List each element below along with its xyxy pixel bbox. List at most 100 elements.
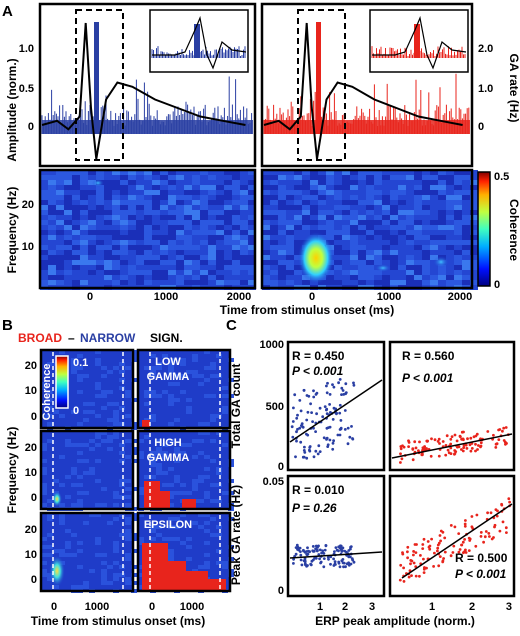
b-cell [59, 455, 65, 459]
heatmap-cell [104, 210, 112, 215]
heatmap-cell [334, 220, 342, 225]
heatmap-cell [334, 230, 342, 235]
heatmap-cell [446, 260, 454, 265]
heatmap-cell [112, 170, 120, 175]
scatter-frame [388, 340, 516, 472]
heatmap-cell [358, 280, 366, 285]
heatmap-cell [176, 230, 184, 235]
heatmap-cell [96, 205, 104, 210]
heatmap-cell [104, 190, 112, 195]
heatmap-cell [286, 225, 294, 230]
heatmap-cell [286, 180, 294, 185]
b-cell [89, 439, 95, 443]
b-cell [113, 573, 119, 577]
scatter-point [402, 566, 405, 570]
scatter-point [437, 437, 441, 441]
scatter-point [413, 440, 417, 444]
heatmap-cell [334, 280, 342, 285]
heatmap-cell [454, 180, 462, 185]
scatter-point [311, 420, 314, 423]
b-cell [113, 517, 119, 521]
heatmap-cell [64, 235, 72, 240]
heatmap-cell [262, 250, 270, 255]
b-cell [204, 475, 210, 479]
heatmap-cell [224, 205, 232, 210]
heatmap-cell [200, 260, 208, 265]
heatmap-cell [216, 245, 224, 250]
heatmap-cell [120, 200, 128, 205]
heatmap-cell [72, 230, 80, 235]
heatmap-cell [168, 240, 176, 245]
heatmap-cell [248, 240, 256, 245]
heatmap-cell [72, 200, 80, 205]
scatter-point [313, 556, 316, 560]
scatter-point [474, 434, 478, 438]
heatmap-cell [120, 220, 128, 225]
c-xtick-2-left: 2 [342, 601, 348, 613]
scatter-point [296, 545, 300, 549]
scatter-point [326, 443, 330, 447]
heatmap-cell [366, 255, 374, 260]
heatmap-cell [120, 280, 128, 285]
b-cell [113, 422, 119, 426]
coherence-label: Coherence [507, 199, 520, 261]
heatmap-cell [430, 235, 438, 240]
heatmap-cell [342, 225, 350, 230]
scatter-point [346, 426, 350, 430]
b-cell [95, 553, 101, 557]
heatmap-cell [358, 190, 366, 195]
heatmap-cell [366, 205, 374, 210]
heatmap-cell [318, 190, 326, 195]
scatter-point [338, 403, 342, 407]
heatmap-cell [358, 195, 366, 200]
heatmap-cell [310, 175, 318, 180]
heatmap-cell [318, 225, 326, 230]
scatter-point [302, 548, 305, 552]
heatmap-cell [262, 170, 270, 175]
scatter-point [497, 438, 501, 441]
heatmap-cell [294, 225, 302, 230]
scatter-point [331, 447, 335, 451]
heatmap-cell [160, 280, 168, 285]
heatmap-cell [104, 180, 112, 185]
b-cell [174, 447, 180, 451]
heatmap-cell [152, 230, 160, 235]
b-cell [113, 495, 119, 499]
scatter-point [439, 539, 442, 543]
heatmap-cell [470, 180, 478, 185]
heatmap-cell [176, 260, 184, 265]
heatmap-cell [406, 255, 414, 260]
b-cell [119, 451, 125, 455]
heatmap-cell [136, 240, 144, 245]
scatter-point [291, 420, 295, 423]
scatter-point [337, 545, 341, 549]
heatmap-cell [232, 175, 240, 180]
heatmap-cell [398, 195, 406, 200]
scatter-point [299, 409, 303, 413]
c-ytick-005: 0.05 [263, 476, 284, 488]
heatmap-cell [80, 260, 88, 265]
heatmap-cell [438, 215, 446, 220]
scatter-point [436, 543, 440, 547]
heatmap-cell [278, 235, 286, 240]
heatmap-cell [470, 245, 478, 250]
scatter-point [312, 395, 316, 399]
heatmap-cell [446, 275, 454, 280]
b-cell [101, 553, 107, 557]
heatmap-cell [200, 215, 208, 220]
stat-p-3: P = 0.26 [292, 501, 337, 515]
heatmap-cell [112, 235, 120, 240]
scatter-point [445, 434, 449, 438]
heatmap-cell [350, 260, 358, 265]
heatmap-cell [350, 195, 358, 200]
heatmap-cell [176, 205, 184, 210]
heatmap-cell [248, 255, 256, 260]
heatmap-cell [216, 220, 224, 225]
heatmap-cell [374, 175, 382, 180]
heatmap-cell [192, 180, 200, 185]
heatmap-cell [160, 245, 168, 250]
heatmap-cell [80, 210, 88, 215]
heatmap-cell [398, 265, 406, 270]
scatter-point [295, 439, 298, 443]
b-cell [186, 443, 192, 447]
